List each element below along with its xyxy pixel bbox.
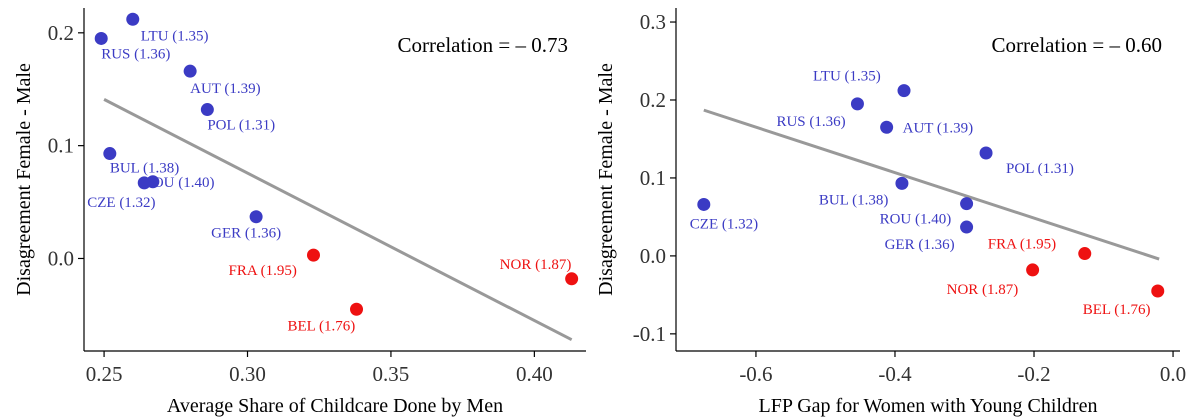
data-point-label: BUL (1.38) — [110, 161, 179, 177]
x-tick-label: 0.25 — [86, 362, 123, 386]
data-point — [126, 12, 140, 26]
data-point — [979, 146, 993, 160]
data-point-label: BEL (1.76) — [288, 318, 356, 334]
x-tick-label: 0.35 — [373, 362, 410, 386]
chart-panel-1: 0.25 0.30 0.35 0.40 0.0 0.1 0.2 Average Share o… — [13, 8, 586, 417]
x-tick-label: -0.4 — [878, 362, 912, 386]
y-tick-label: 0.1 — [48, 134, 74, 158]
data-point-label: ROU (1.40) — [880, 212, 952, 228]
data-point — [1078, 247, 1092, 261]
data-point — [960, 197, 974, 211]
y-axis-title: Disagreement Female - Male — [13, 63, 35, 296]
data-point-label: LTU (1.35) — [141, 28, 209, 44]
data-point — [850, 97, 864, 111]
data-point-label: LTU (1.35) — [813, 69, 881, 85]
x-axis-title: Average Share of Childcare Done by Men — [167, 395, 503, 417]
y-tick-label: 0.2 — [640, 88, 666, 112]
data-point-label: FRA (1.95) — [228, 263, 296, 279]
data-point-label: AUT (1.39) — [903, 120, 974, 136]
y-tick-label: 0.3 — [640, 10, 666, 34]
data-point — [897, 84, 911, 98]
fit-line — [703, 108, 1160, 261]
data-point — [200, 103, 214, 117]
data-point — [137, 176, 151, 190]
x-axis-title: LFP Gap for Women with Young Children — [759, 395, 1098, 417]
y-tick-label: 0.0 — [48, 246, 74, 270]
data-point-label: ROU (1.40) — [143, 175, 215, 191]
y-tick-label: 0.0 — [640, 244, 666, 268]
correlation-annotation: Correlation = – 0.73 — [398, 33, 568, 57]
x-tick-label: 0.30 — [229, 362, 266, 386]
data-point-label: CZE (1.32) — [87, 195, 155, 211]
data-point — [960, 220, 974, 234]
x-tick-label: -0.2 — [1017, 362, 1050, 386]
data-point-label: GER (1.36) — [211, 226, 281, 242]
data-point-label: AUT (1.39) — [190, 81, 261, 97]
data-point — [565, 272, 579, 286]
data-point — [94, 31, 108, 45]
data-point-label: POL (1.31) — [207, 118, 275, 134]
data-point — [306, 248, 320, 262]
fit-line — [103, 98, 573, 342]
data-point — [350, 302, 364, 316]
data-point-label: FRA (1.95) — [988, 237, 1056, 253]
data-point — [697, 197, 711, 211]
data-point — [895, 176, 909, 190]
data-point — [880, 120, 894, 134]
data-point-label: NOR (1.87) — [500, 257, 572, 273]
y-tick-label: 0.1 — [640, 166, 666, 190]
y-tick-label: -0.1 — [633, 322, 666, 346]
data-point — [103, 147, 117, 161]
data-point-label: RUS (1.36) — [776, 114, 845, 130]
data-point-label: NOR (1.87) — [947, 282, 1019, 298]
correlation-annotation: Correlation = – 0.60 — [992, 33, 1162, 57]
y-axis-title: Disagreement Female - Male — [595, 63, 617, 296]
chart-panel-2: -0.6 -0.4 -0.2 0.0 -0.1 0.0 0.1 0.2 0.3 LFP Gap f… — [595, 8, 1186, 417]
x-tick-label: -0.6 — [739, 362, 772, 386]
data-point-label: GER (1.36) — [885, 237, 955, 253]
data-point-label: BEL (1.76) — [1083, 302, 1151, 318]
data-point — [183, 64, 197, 78]
x-tick-label: 0.40 — [516, 362, 553, 386]
data-point-label: POL (1.31) — [1006, 161, 1074, 177]
x-tick-label: 0.0 — [1160, 362, 1186, 386]
data-point-label: CZE (1.32) — [690, 216, 758, 232]
y-tick-label: 0.2 — [48, 21, 74, 45]
data-point — [1151, 284, 1165, 298]
data-point-label: RUS (1.36) — [101, 46, 170, 62]
data-point — [1026, 263, 1040, 277]
data-point — [249, 210, 263, 224]
data-point-label: BUL (1.38) — [819, 192, 888, 208]
